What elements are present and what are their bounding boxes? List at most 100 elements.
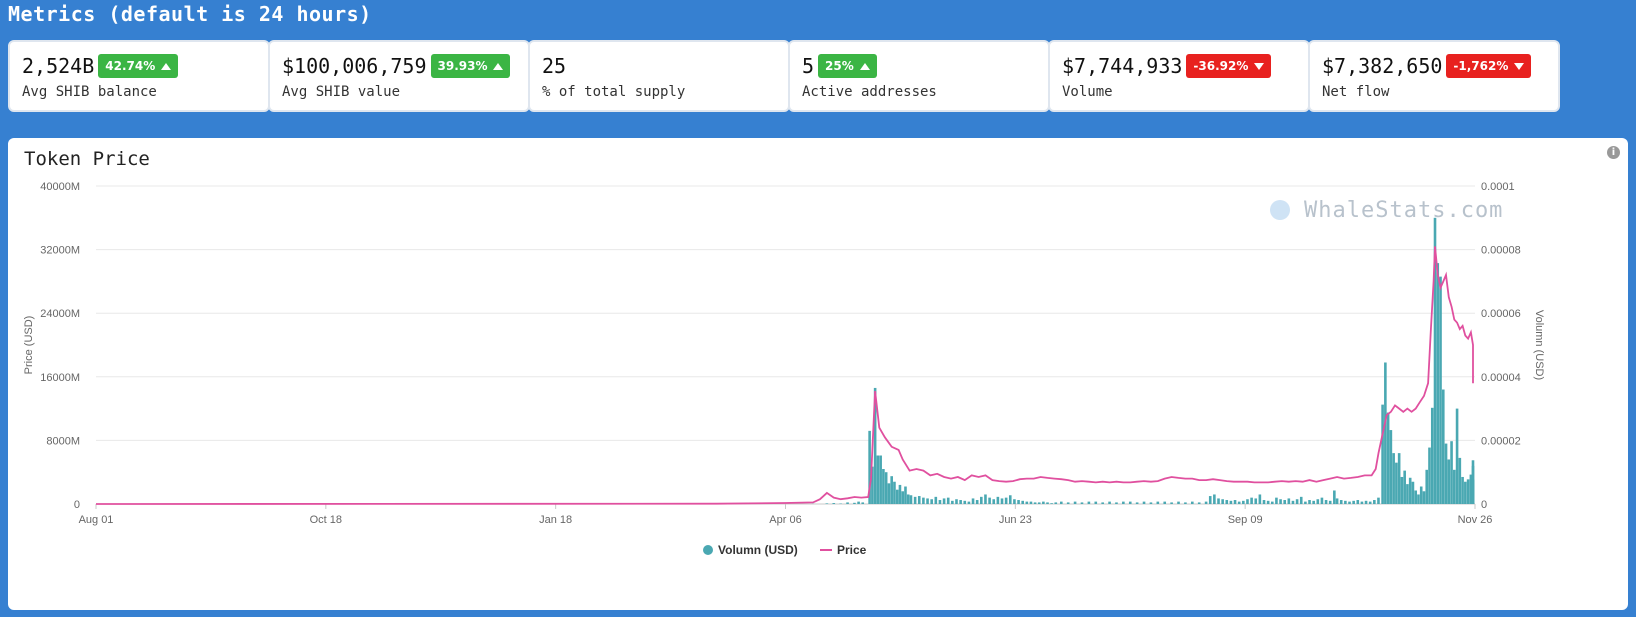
- volume-bar: [992, 499, 996, 504]
- volume-bar: [1312, 500, 1315, 504]
- volume-bar: [967, 501, 971, 504]
- volume-bar: [1425, 469, 1429, 504]
- volume-bar: [1115, 502, 1118, 504]
- whalestats-watermark: WhaleStats.com: [1270, 198, 1502, 223]
- volume-bar: [1046, 502, 1049, 504]
- volume-bar: [1191, 501, 1194, 504]
- volume-bar: [988, 497, 991, 504]
- metric-card-avg-shib-value: $100,006,759 39.93% Avg SHIB value: [268, 40, 530, 112]
- volume-bar: [1087, 501, 1091, 504]
- volume-bar: [1368, 501, 1372, 504]
- volume-bar: [1122, 501, 1125, 504]
- arrow-down-icon: [1254, 62, 1265, 70]
- volume-bar: [873, 387, 877, 504]
- metric-label: % of total supply: [542, 84, 686, 100]
- metric-card-net-flow: $7,382,650 -1,762% Net flow: [1308, 40, 1560, 112]
- metric-value: $7,744,933: [1062, 54, 1183, 78]
- volume-bar: [1270, 501, 1274, 504]
- volume-bar: [1308, 500, 1311, 504]
- metric-label: Active addresses: [802, 84, 937, 100]
- volume-bar: [1217, 498, 1220, 504]
- volume-bar: [1384, 362, 1387, 504]
- volume-bar: [1430, 407, 1434, 504]
- arrow-down-icon: [1514, 62, 1525, 70]
- volume-bar: [1029, 501, 1033, 504]
- volume-bar: [1221, 499, 1224, 504]
- volume-bar: [984, 494, 987, 504]
- volume-bar: [1335, 498, 1339, 504]
- volume-bar: [893, 481, 896, 504]
- volume-bar: [1381, 404, 1384, 504]
- volume-bar: [904, 486, 907, 504]
- volume-bar: [1008, 495, 1012, 504]
- volume-bar: [963, 500, 967, 504]
- volume-bar: [1108, 501, 1111, 504]
- volume-bar: [1050, 503, 1053, 504]
- volume-bar: [906, 494, 910, 504]
- left-tick-label: 32000M: [40, 245, 80, 257]
- arrow-up-icon: [859, 62, 870, 70]
- volume-bar: [1101, 502, 1104, 504]
- volume-bar: [1373, 500, 1376, 504]
- change-badge: -36.92%: [1186, 53, 1272, 78]
- volume-bar: [1287, 498, 1291, 504]
- volume-bar: [825, 503, 829, 504]
- volume-bar: [1262, 500, 1266, 504]
- volume-bar: [898, 484, 902, 504]
- x-tick-label: Apr 06: [769, 514, 801, 526]
- whale-logo-icon: [1270, 200, 1290, 220]
- volume-bar: [1279, 499, 1282, 504]
- volume-bar: [1464, 481, 1467, 504]
- metric-value: $7,382,650: [1322, 54, 1443, 78]
- volume-bar: [1258, 494, 1262, 504]
- volume-bar: [1397, 453, 1401, 504]
- info-icon[interactable]: i: [1607, 146, 1620, 159]
- metric-value: 25: [542, 54, 567, 78]
- volume-bar: [1403, 470, 1406, 504]
- volume-bar: [1411, 481, 1415, 504]
- volume-bar: [1080, 502, 1084, 504]
- volume-bar: [1408, 477, 1412, 504]
- volume-bar: [868, 430, 871, 504]
- volume-bar: [1004, 497, 1008, 504]
- volume-bar: [971, 498, 975, 504]
- volume-bar: [1344, 500, 1347, 504]
- volume-bar: [1242, 500, 1245, 504]
- token-price-card: Token Price i 0 8000M 16000M 24000M 32000M 40…: [8, 138, 1628, 610]
- change-badge: 39.93%: [430, 53, 511, 78]
- volume-bar: [1444, 443, 1448, 504]
- volume-bar: [1458, 457, 1462, 504]
- legend-volume-marker[interactable]: [703, 545, 713, 555]
- volume-bar: [955, 499, 958, 504]
- volume-bar: [1328, 500, 1332, 504]
- left-tick-label: 8000M: [46, 435, 80, 447]
- volume-bar: [876, 455, 880, 504]
- volume-bar: [1339, 500, 1343, 504]
- metric-label: Avg SHIB balance: [22, 84, 157, 100]
- x-tick-label: Jan 18: [539, 514, 572, 526]
- volume-bar: [1436, 263, 1440, 504]
- volume-bar: [922, 497, 925, 504]
- volume-bar: [1324, 500, 1328, 504]
- volume-bar: [846, 502, 849, 504]
- volume-bar: [1414, 490, 1418, 504]
- change-badge: 25%: [818, 53, 877, 78]
- right-axis-title: Volumn (USD): [1533, 310, 1545, 380]
- volume-bar: [1025, 501, 1029, 504]
- volume-bar: [959, 500, 962, 504]
- volume-bar: [1135, 502, 1139, 504]
- volume-bar: [1291, 500, 1295, 504]
- volume-bar: [1471, 494, 1475, 504]
- volume-bar: [1000, 498, 1004, 504]
- volume-bar: [887, 483, 891, 504]
- volume-bar: [1377, 497, 1380, 504]
- volume-bar: [1395, 462, 1398, 504]
- volume-bar: [1450, 441, 1453, 504]
- change-badge: 42.74%: [98, 53, 179, 78]
- volume-bar: [1466, 479, 1470, 504]
- volume-bar: [1156, 501, 1160, 504]
- volume-bar: [996, 496, 1000, 504]
- volume-bar: [1389, 430, 1393, 504]
- volume-bar: [1422, 491, 1426, 504]
- price-line: [95, 246, 1474, 505]
